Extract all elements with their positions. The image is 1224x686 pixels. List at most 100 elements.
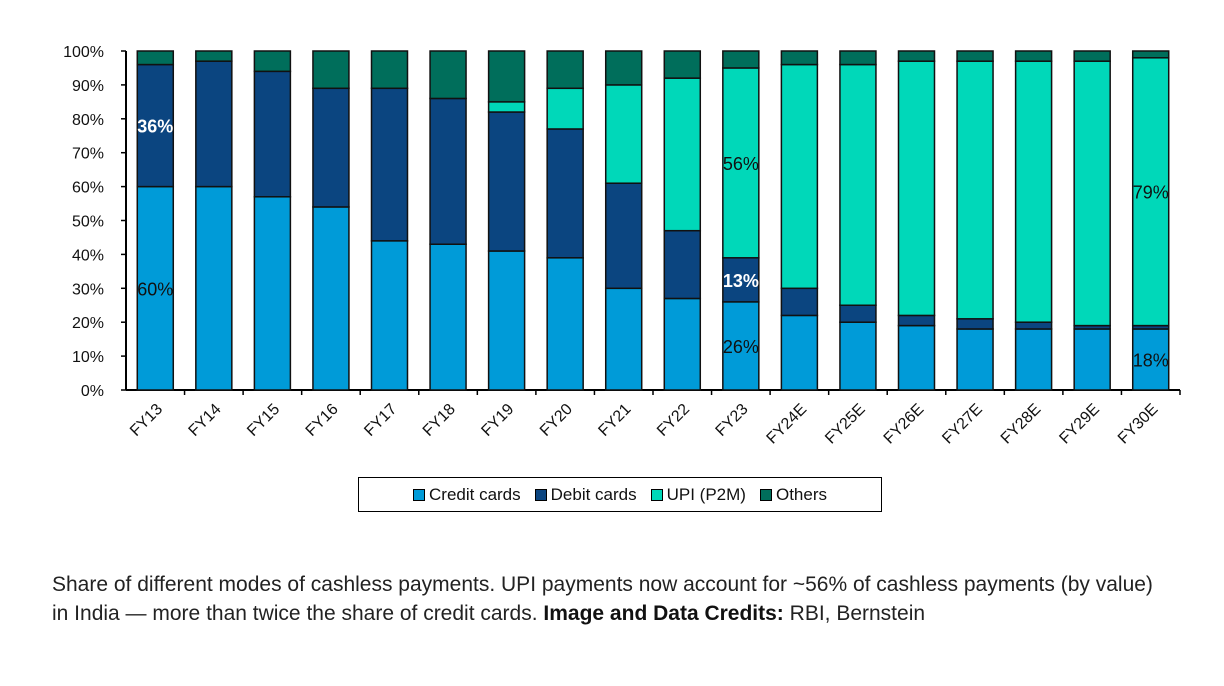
bar-segment-others xyxy=(312,50,350,90)
bar-segment-upi-p2m- xyxy=(1014,60,1053,323)
x-tick-label: FY17 xyxy=(361,401,400,440)
bar-segment-credit-cards xyxy=(1014,328,1053,391)
x-tick-label: FY13 xyxy=(127,401,166,440)
bar-segment-upi-p2m- xyxy=(780,63,819,290)
bar-segment-others xyxy=(253,50,292,73)
bar-segment-others xyxy=(546,50,584,90)
x-tick-label: FY18 xyxy=(420,401,459,440)
bar-segment-debit-cards xyxy=(253,70,292,198)
legend-swatch xyxy=(650,488,663,501)
legend-item-upi: UPI (P2M) xyxy=(650,485,746,505)
bar-segment-others xyxy=(1014,50,1053,62)
bar-segment-credit-cards xyxy=(780,314,819,391)
y-tick-label: 40% xyxy=(72,247,104,264)
legend-item-credit-cards: Credit cards xyxy=(413,485,521,505)
bar-segment-upi-p2m- xyxy=(897,60,936,317)
bar-segment-debit-cards xyxy=(195,60,233,188)
bar-segment-credit-cards xyxy=(956,328,994,391)
bar-segment-debit-cards xyxy=(370,87,409,242)
bar-segment-credit-cards xyxy=(253,196,292,391)
stacked-bar-chart: 0% 10% 20% 30% 40% 50% 60% 70% 80% 90% 100% FY13 FY1… xyxy=(63,44,1181,448)
x-tick-label: FY14 xyxy=(186,401,225,440)
data-label: 79% xyxy=(1133,183,1169,203)
y-tick-label: 20% xyxy=(72,315,104,332)
bar-segment-upi-p2m- xyxy=(663,77,702,232)
data-label: 18% xyxy=(1133,350,1169,370)
legend-swatch xyxy=(759,488,772,501)
y-tick-label: 90% xyxy=(72,78,104,95)
bar-segment-credit-cards xyxy=(1073,328,1111,391)
y-tick-label: 60% xyxy=(72,180,104,197)
legend-swatch xyxy=(534,488,547,501)
y-tick-label: 70% xyxy=(72,146,104,163)
y-tick-label: 30% xyxy=(72,281,104,298)
bar-segment-credit-cards xyxy=(487,250,526,391)
legend-label: Others xyxy=(775,484,827,504)
x-tick-label: FY25E xyxy=(822,401,869,448)
bar-segment-credit-cards xyxy=(897,324,936,391)
bar-segment-upi-p2m- xyxy=(487,101,526,113)
x-tick-label: FY15 xyxy=(244,401,283,440)
bar-segment-debit-cards xyxy=(136,63,175,188)
bar-segment-credit-cards xyxy=(429,243,467,391)
data-label: 60% xyxy=(137,279,173,299)
bar-segment-others xyxy=(897,50,936,62)
credits-label: Image and Data Credits: xyxy=(543,602,784,625)
data-label: 36% xyxy=(137,117,173,137)
bar-segment-others xyxy=(487,50,526,103)
bar-segment-upi-p2m- xyxy=(956,60,994,320)
data-label: 13% xyxy=(723,271,759,291)
bar-segment-debit-cards xyxy=(487,111,526,252)
bar-segment-others xyxy=(195,50,233,62)
x-tick-label: FY24E xyxy=(764,401,811,448)
bar-segment-credit-cards xyxy=(136,185,175,391)
x-tick-label: FY16 xyxy=(303,401,342,440)
chart-legend: Credit cards Debit cards UPI (P2M) Other… xyxy=(358,477,882,512)
bar-segment-credit-cards xyxy=(1131,328,1170,391)
bar-segment-debit-cards xyxy=(546,128,584,259)
y-tick-label: 80% xyxy=(72,112,104,129)
legend-item-debit-cards: Debit cards xyxy=(534,484,637,505)
bar-segment-debit-cards xyxy=(956,318,994,330)
bar-segment-others xyxy=(956,50,994,62)
bar-segment-upi-p2m- xyxy=(1073,60,1111,327)
bar-segment-credit-cards xyxy=(604,287,643,391)
bar-segment-debit-cards xyxy=(312,87,350,208)
bar-segment-debit-cards xyxy=(780,287,819,317)
bar-segment-others xyxy=(839,50,877,66)
y-tick-label: 0% xyxy=(81,383,104,400)
bar-segment-credit-cards xyxy=(839,321,877,391)
legend-swatch xyxy=(413,488,425,501)
legend-label: Credit cards xyxy=(429,484,521,504)
bar-segment-upi-p2m- xyxy=(546,87,584,130)
caption-text: Share of different modes of cashless pay… xyxy=(52,573,1153,625)
bar-segment-others xyxy=(1073,50,1111,62)
legend-label: Debit cards xyxy=(550,484,637,504)
data-label: 56% xyxy=(723,154,759,174)
x-tick-label: FY30E xyxy=(1115,401,1162,448)
x-tick-label: FY29E xyxy=(1056,401,1103,448)
figure-caption: Share of different modes of cashless pay… xyxy=(52,570,1172,628)
bar-segment-credit-cards xyxy=(370,240,409,391)
bar-segment-upi-p2m- xyxy=(604,84,643,184)
x-tick-label: FY26E xyxy=(881,401,928,448)
y-tick-label: 100% xyxy=(63,44,104,61)
bar-segment-others xyxy=(722,50,760,69)
y-tick-label: 10% xyxy=(72,349,104,366)
bar-segment-debit-cards xyxy=(429,97,467,245)
bar-segment-others xyxy=(136,50,175,66)
x-tick-label: FY21 xyxy=(595,401,634,440)
bar-segment-debit-cards xyxy=(663,229,702,300)
bar-segment-debit-cards xyxy=(839,304,877,323)
bar-segment-others xyxy=(429,50,467,100)
x-tick-label: FY22 xyxy=(654,401,693,440)
x-tick-label: FY19 xyxy=(478,401,517,440)
bar-segment-others xyxy=(604,50,643,86)
bar-segment-debit-cards xyxy=(897,314,936,327)
bar-segment-others xyxy=(1131,50,1170,59)
bar-segment-upi-p2m- xyxy=(839,63,877,306)
bar-segment-debit-cards xyxy=(1014,321,1053,330)
x-tick-label: FY27E xyxy=(939,401,986,448)
bar-segment-credit-cards xyxy=(663,297,702,391)
legend-item-others: Others xyxy=(759,484,827,505)
